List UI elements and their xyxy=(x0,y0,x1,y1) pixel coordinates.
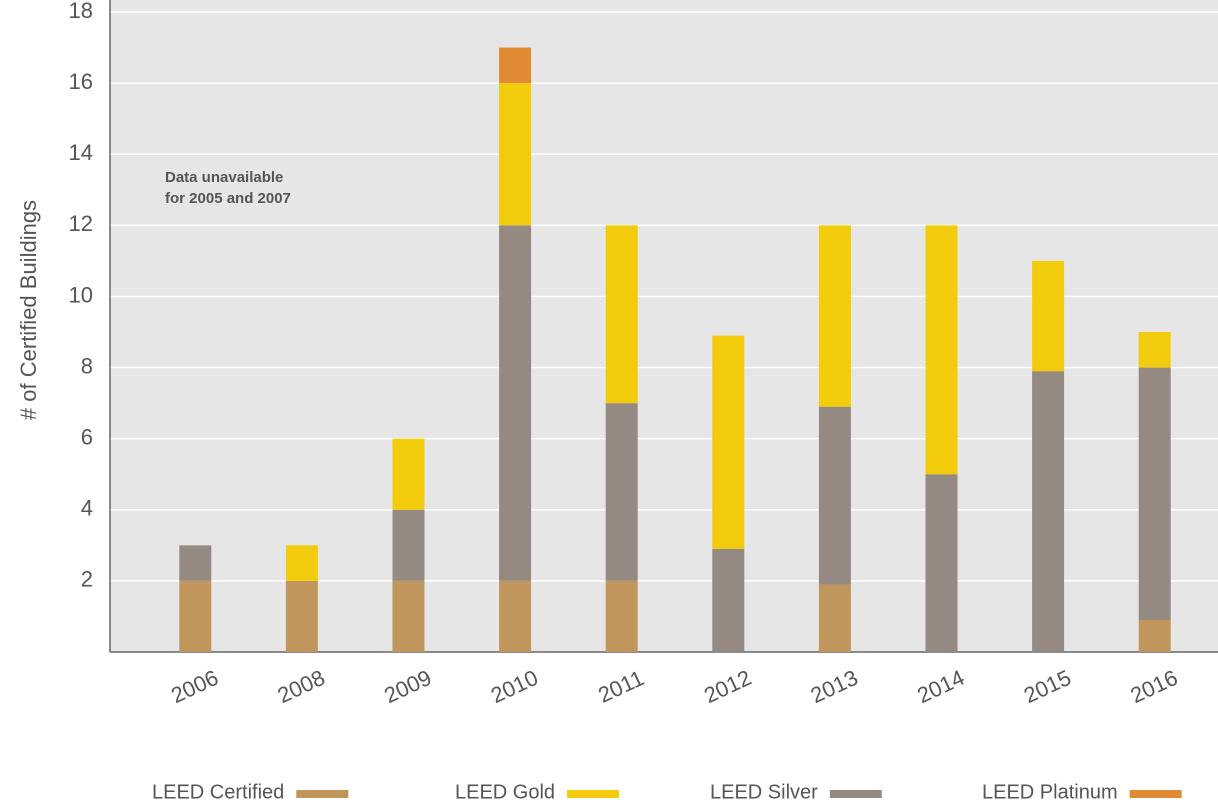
legend-label: LEED Silver xyxy=(710,781,818,803)
bar-segment xyxy=(179,580,212,652)
x-tick-label: 2010 xyxy=(487,665,542,708)
bar-segment xyxy=(925,474,958,652)
bar-segment xyxy=(499,83,532,226)
y-tick-label: 18 xyxy=(69,0,93,23)
bar-segment xyxy=(605,580,638,652)
bar-segment xyxy=(1138,367,1171,620)
bar-segment xyxy=(1138,332,1171,368)
bar-segment xyxy=(1032,371,1065,652)
bar-segment xyxy=(499,580,532,652)
bar-segment xyxy=(392,438,425,510)
x-tick-label: 2012 xyxy=(700,665,755,708)
annotation: Data unavailable xyxy=(165,169,283,186)
annotation: for 2005 and 2007 xyxy=(165,190,291,207)
y-tick-label: 8 xyxy=(81,353,93,378)
bar-segment xyxy=(605,225,638,404)
x-tick-label: 2008 xyxy=(274,665,329,708)
legend-swatch xyxy=(1129,790,1182,798)
bar-segment xyxy=(818,225,851,407)
x-tick-label: 2016 xyxy=(1127,665,1182,708)
y-tick-label: 4 xyxy=(81,496,93,521)
bar-segment xyxy=(1032,260,1065,372)
x-tick-label: 2009 xyxy=(380,665,435,708)
bar-segment xyxy=(818,406,851,585)
legend-label: LEED Gold xyxy=(455,781,555,803)
x-tick-label: 2006 xyxy=(167,665,222,708)
legend-label: LEED Platinum xyxy=(982,781,1118,803)
bar-segment xyxy=(392,509,425,581)
legend-label: LEED Certified xyxy=(152,781,284,803)
y-tick-label: 6 xyxy=(81,424,93,449)
bar-segment xyxy=(392,580,425,652)
bar-segment xyxy=(285,580,318,652)
y-tick-label: 2 xyxy=(81,567,93,592)
x-tick-label: 2014 xyxy=(913,665,968,708)
legend-swatch xyxy=(296,790,349,798)
bar-segment xyxy=(499,225,532,581)
y-tick-label: 16 xyxy=(69,69,93,94)
legend-swatch xyxy=(567,790,620,798)
y-tick-label: 10 xyxy=(69,282,93,307)
bar-segment xyxy=(1138,620,1171,652)
bar-segment xyxy=(925,225,958,475)
y-tick-label: 12 xyxy=(69,211,93,236)
bar-segment xyxy=(818,584,851,652)
y-axis-label: # of Certified Buildings xyxy=(16,200,41,420)
bar-segment xyxy=(712,548,745,652)
x-tick-label: 2011 xyxy=(594,665,647,708)
bar-segment xyxy=(712,335,745,549)
x-tick-label: 2013 xyxy=(807,665,862,708)
y-tick-label: 14 xyxy=(69,140,93,165)
bar-segment xyxy=(499,47,532,84)
legend-swatch xyxy=(829,790,882,798)
bar-segment xyxy=(179,545,212,581)
bar-segment xyxy=(605,403,638,581)
bar-segment xyxy=(285,545,318,581)
x-tick-label: 2015 xyxy=(1020,665,1075,708)
